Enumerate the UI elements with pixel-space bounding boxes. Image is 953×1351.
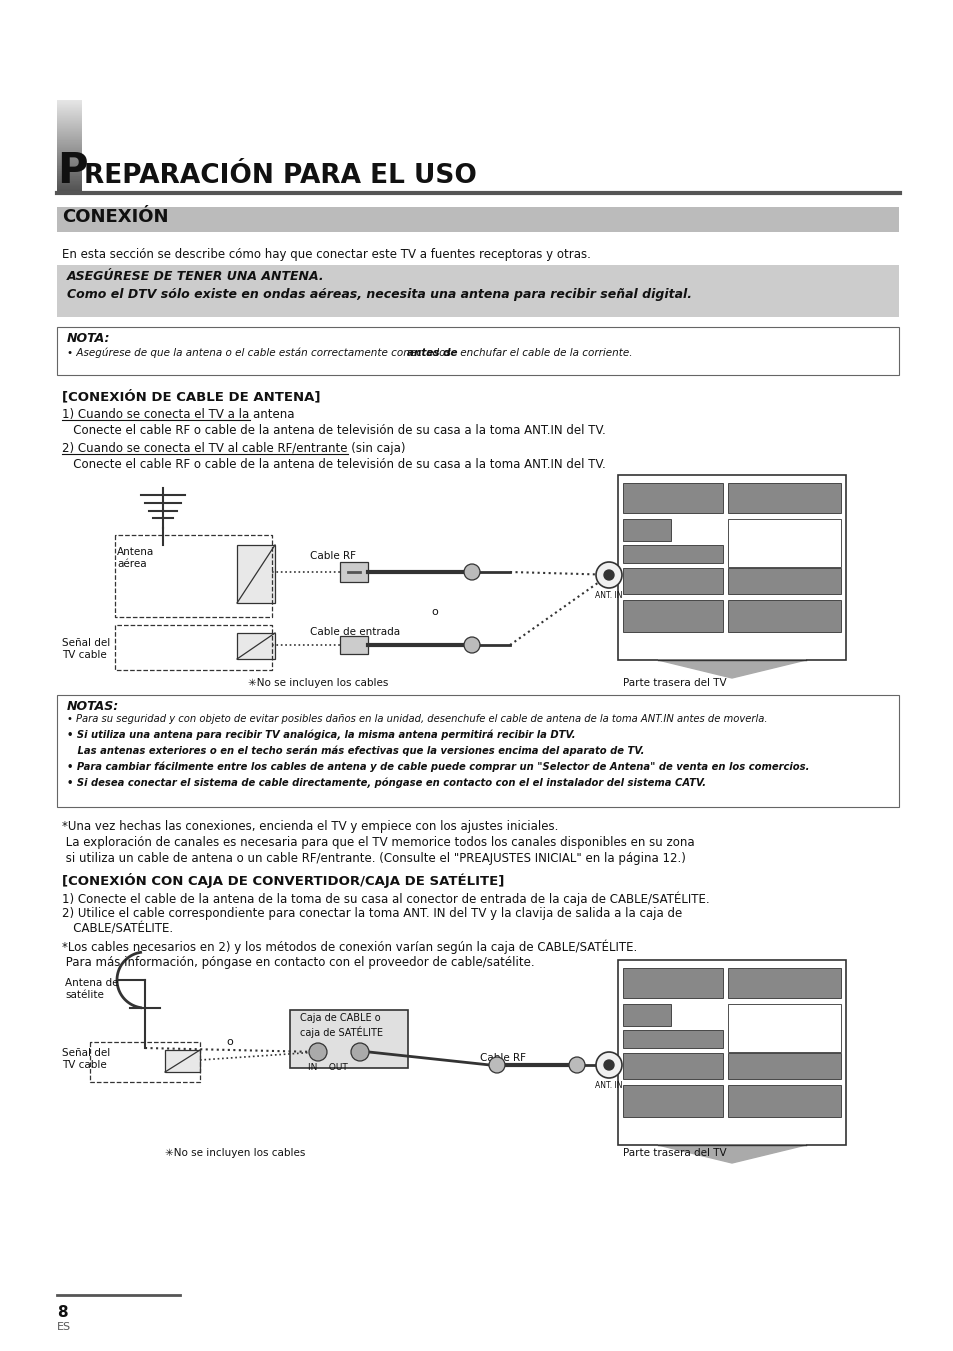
Text: • Para cambiar fácilmente entre los cables de antena y de cable puede comprar un: • Para cambiar fácilmente entre los cabl… [67,762,808,773]
Text: • Asegúrese de que la antena o el cable están correctamente conectados: • Asegúrese de que la antena o el cable … [67,349,454,358]
Text: ASEGÚRESE DE TENER UNA ANTENA.: ASEGÚRESE DE TENER UNA ANTENA. [67,270,324,282]
Text: Antena de
satélite: Antena de satélite [65,978,118,1000]
Bar [339,636,368,654]
Text: 1) Conecte el cable de la antena de la toma de su casa al conector de entrada de: 1) Conecte el cable de la antena de la t… [62,892,709,905]
Circle shape [596,562,621,588]
Bar [727,969,841,998]
Circle shape [463,638,479,653]
Bar [236,544,274,603]
Bar [339,562,368,582]
Text: o: o [227,1038,233,1047]
Bar [727,600,841,632]
Bar [622,544,722,563]
Bar [622,519,670,540]
Text: Señal del
TV cable: Señal del TV cable [62,1048,111,1070]
Text: Para más información, póngase en contacto con el proveedor de cable/satélite.: Para más información, póngase en contact… [62,957,534,969]
Bar [622,1004,670,1025]
Text: [CONEXIÓN DE CABLE DE ANTENA]: [CONEXIÓN DE CABLE DE ANTENA] [62,390,320,404]
Bar [727,567,841,594]
Text: En esta sección se describe cómo hay que conectar este TV a fuentes receptoras y: En esta sección se describe cómo hay que… [62,249,590,261]
Bar [236,634,274,659]
Circle shape [603,1061,614,1070]
Bar [622,969,722,998]
Polygon shape [658,1146,805,1163]
Text: 2) Utilice el cable correspondiente para conectar la toma ANT. IN del TV y la cl: 2) Utilice el cable correspondiente para… [62,907,681,920]
Circle shape [596,1052,621,1078]
Bar [727,484,841,513]
Text: *Una vez hechas las conexiones, encienda el TV y empiece con los ajustes inicial: *Una vez hechas las conexiones, encienda… [62,820,558,834]
Text: NOTA:: NOTA: [67,332,111,345]
Text: Parte trasera del TV: Parte trasera del TV [622,1148,726,1158]
Circle shape [489,1056,504,1073]
Text: • Si utiliza una antena para recibir TV analógica, la misma antena permitirá rec: • Si utiliza una antena para recibir TV … [67,730,575,740]
Bar [57,327,898,376]
Text: Cable RF: Cable RF [479,1052,525,1063]
Bar [622,1052,722,1079]
Bar [290,1011,408,1069]
Text: Parte trasera del TV: Parte trasera del TV [622,678,726,688]
Text: P: P [57,150,88,192]
Text: CABLE/SATÉLITE.: CABLE/SATÉLITE. [62,923,172,936]
Text: Cable de entrada: Cable de entrada [310,627,399,638]
Bar [727,1052,841,1079]
Text: ✳No se incluyen los cables: ✳No se incluyen los cables [248,678,388,688]
Text: 8: 8 [57,1305,68,1320]
Text: Las antenas exteriores o en el techo serán más efectivas que la versiones encima: Las antenas exteriores o en el techo ser… [67,746,643,757]
Bar [622,484,722,513]
Text: *Los cables necesarios en 2) y los métodos de conexión varían según la caja de C: *Los cables necesarios en 2) y los métod… [62,940,637,955]
Text: Antena
aérea: Antena aérea [117,547,154,569]
Text: [CONEXIÓN CON CAJA DE CONVERTIDOR/CAJA DE SATÉLITE]: [CONEXIÓN CON CAJA DE CONVERTIDOR/CAJA D… [62,873,504,888]
Circle shape [603,570,614,580]
Text: CONEXIÓN: CONEXIÓN [62,208,169,226]
Text: 1) Cuando se conecta el TV a la antena: 1) Cuando se conecta el TV a la antena [62,408,294,422]
Bar [622,1085,722,1117]
Bar [727,1085,841,1117]
Text: o: o [431,607,438,617]
Text: ES: ES [57,1323,71,1332]
Text: La exploración de canales es necesaria para que el TV memorice todos los canales: La exploración de canales es necesaria p… [62,836,694,848]
Circle shape [463,563,479,580]
Text: • Para su seguridad y con objeto de evitar posibles daños en la unidad, desenchu: • Para su seguridad y con objeto de evit… [67,713,767,724]
Text: Cable RF: Cable RF [310,551,355,561]
Text: NOTAS:: NOTAS: [67,700,119,713]
Text: Señal del
TV cable: Señal del TV cable [62,638,111,661]
Text: Como el DTV sólo existe en ondas aéreas, necesita una antena para recibir señal : Como el DTV sólo existe en ondas aéreas,… [67,288,691,301]
Bar [727,519,841,567]
Bar [622,567,722,594]
Bar [165,1050,200,1071]
Bar [57,207,898,232]
Circle shape [351,1043,369,1061]
Text: IN    OUT: IN OUT [308,1063,348,1071]
Text: ANT. IN: ANT. IN [595,1081,622,1090]
Bar [727,1004,841,1052]
Text: REPARACIÓN PARA EL USO: REPARACIÓN PARA EL USO [84,163,476,189]
Text: Caja de CABLE o
caja de SATÉLITE: Caja de CABLE o caja de SATÉLITE [299,1013,382,1038]
Text: ANT. IN: ANT. IN [595,590,622,600]
Circle shape [309,1043,327,1061]
Bar [57,265,898,317]
Text: ✳No se incluyen los cables: ✳No se incluyen los cables [165,1148,305,1158]
Text: Conecte el cable RF o cable de la antena de televisión de su casa a la toma ANT.: Conecte el cable RF o cable de la antena… [62,458,605,471]
Text: 2) Cuando se conecta el TV al cable RF/entrante (sin caja): 2) Cuando se conecta el TV al cable RF/e… [62,442,405,455]
Text: antes de: antes de [407,349,457,358]
Bar [618,961,845,1146]
Text: Conecte el cable RF o cable de la antena de televisión de su casa a la toma ANT.: Conecte el cable RF o cable de la antena… [62,424,605,436]
Circle shape [568,1056,584,1073]
Bar [622,600,722,632]
Bar [618,476,845,661]
Text: • Si desea conectar el sistema de cable directamente, póngase en contacto con el: • Si desea conectar el sistema de cable … [67,778,705,789]
Polygon shape [658,661,805,678]
Bar [622,1029,722,1048]
Bar [57,694,898,807]
Text: enchufar el cable de la corriente.: enchufar el cable de la corriente. [456,349,632,358]
Text: si utiliza un cable de antena o un cable RF/entrante. (Consulte el "PREAJUSTES I: si utiliza un cable de antena o un cable… [62,852,685,865]
